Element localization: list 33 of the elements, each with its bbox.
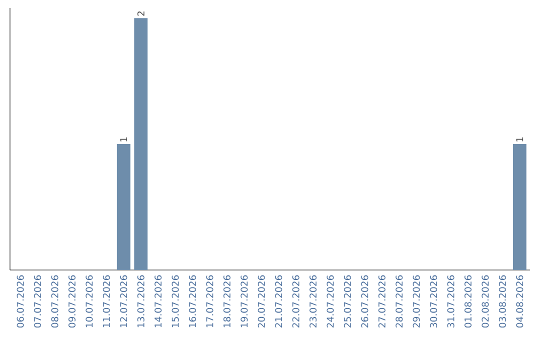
data-label: 1 [516,137,524,142]
x-tick-label: 29.07.2026 [412,275,420,328]
x-tick-label: 03.08.2026 [498,275,506,328]
x-tick-label: 11.07.2026 [102,275,110,328]
data-label: 2 [137,11,144,16]
x-tick-label: 07.07.2026 [34,275,42,328]
x-tick-label: 22.07.2026 [292,275,300,328]
x-tick-label: 25.07.2026 [344,275,352,328]
x-tick-label: 08.07.2026 [51,275,58,328]
x-tick-label: 17.07.2026 [206,275,214,328]
x-tick-label: 14.07.2026 [154,275,162,328]
x-tick-label: 30.07.2026 [430,275,438,328]
x-tick-label: 28.07.2026 [396,275,403,328]
x-tick-label: 31.07.2026 [447,275,454,328]
x-tick-label: 13.07.2026 [137,275,144,328]
x-tick-label: 26.07.2026 [361,275,368,328]
x-tick-label: 24.07.2026 [326,275,334,328]
x-tick-label: 16.07.2026 [188,275,196,328]
x-tick-label: 09.07.2026 [68,275,76,328]
data-label: 1 [120,137,128,142]
x-tick-label: 15.07.2026 [172,275,179,328]
x-tick-label: 21.07.2026 [275,275,282,328]
x-tick-label: 20.07.2026 [258,275,265,328]
x-tick-label: 02.08.2026 [482,275,489,328]
x-tick-label: 10.07.2026 [86,275,93,328]
x-tick-label: 04.08.2026 [516,275,524,328]
x-tick-label: 01.08.2026 [464,275,472,328]
x-tick-label: 06.07.2026 [16,275,24,328]
x-tick-label: 18.07.2026 [223,275,230,328]
x-tick-label: 23.07.2026 [310,275,317,328]
x-tick-label: 12.07.2026 [120,275,128,328]
x-tick-label: 27.07.2026 [378,275,386,328]
x-tick-label: 19.07.2026 [240,275,248,328]
